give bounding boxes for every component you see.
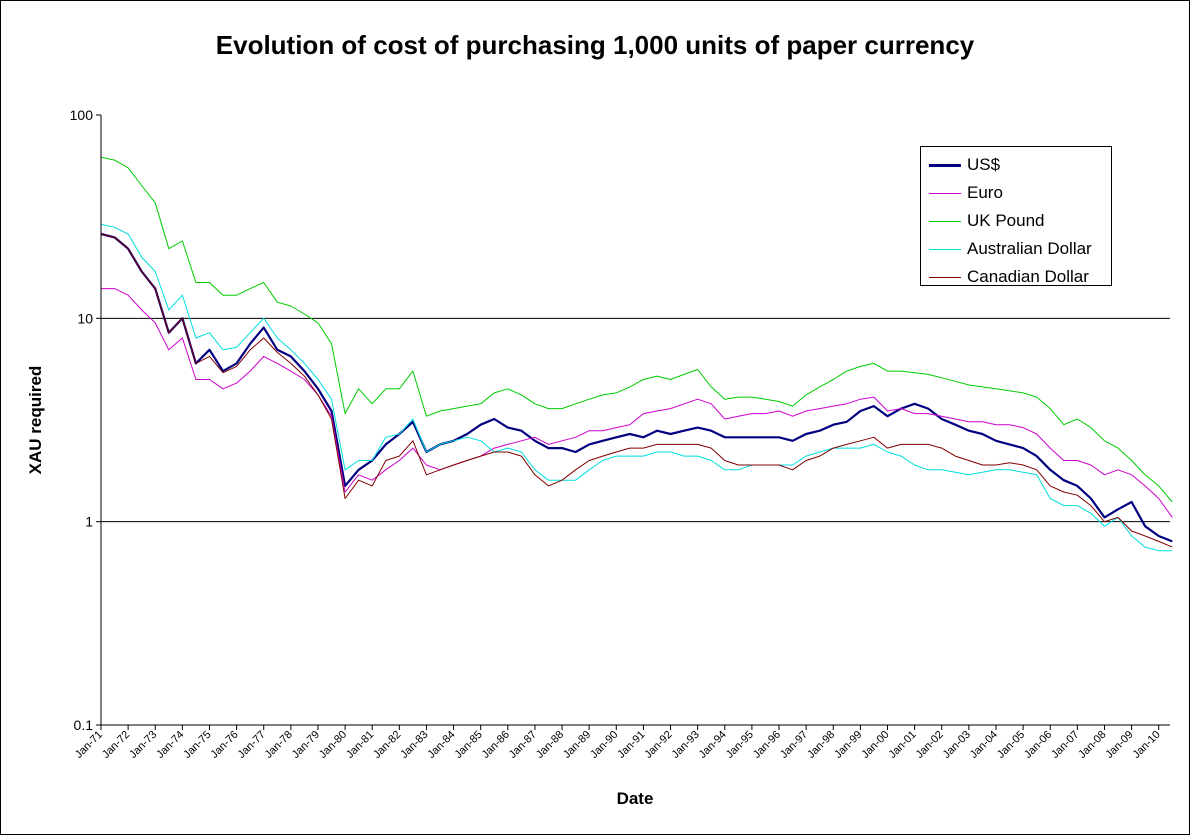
x-tick-label: Jan-85 — [453, 729, 485, 761]
legend: US$ Euro UK Pound Australian Dollar Canadian… — [920, 146, 1112, 286]
y-tick-label: 100 — [70, 107, 94, 123]
x-tick-label: Jan-89 — [561, 729, 593, 761]
legend-swatch — [929, 276, 961, 278]
x-tick-label: Jan-84 — [425, 729, 457, 761]
x-tick-label: Jan-09 — [1103, 729, 1135, 761]
y-tick-label: 10 — [77, 310, 93, 326]
x-tick-label: Jan-92 — [642, 729, 674, 761]
legend-label: Euro — [967, 183, 1003, 202]
series-line-canadian-dollar — [100, 233, 1173, 548]
x-tick-label: Jan-73 — [127, 729, 159, 761]
x-tick-label: Jan-04 — [968, 729, 1000, 761]
x-tick-label: Jan-77 — [236, 729, 268, 761]
legend-item: Australian Dollar — [921, 235, 1111, 263]
x-tick-label: Jan-72 — [100, 729, 132, 761]
legend-label: Canadian Dollar — [967, 267, 1089, 286]
legend-swatch — [929, 192, 961, 194]
x-tick-labels: Jan-71Jan-72Jan-73Jan-74Jan-75Jan-76Jan-… — [73, 725, 1163, 761]
x-tick-label: Jan-79 — [290, 729, 322, 761]
x-tick-label: Jan-88 — [534, 729, 566, 761]
x-tick-label: Jan-91 — [615, 729, 647, 761]
x-tick-label: Jan-02 — [914, 729, 946, 761]
x-tick-label: Jan-75 — [181, 729, 213, 761]
legend-item: Canadian Dollar — [921, 263, 1111, 291]
x-tick-label: Jan-05 — [995, 729, 1027, 761]
x-tick-label: Jan-97 — [778, 729, 810, 761]
series-line-us- — [100, 232, 1173, 543]
legend-label: UK Pound — [967, 211, 1045, 230]
y-tick-labels: 0.1 1 10 100 — [70, 107, 101, 733]
legend-item: US$ — [921, 151, 1111, 179]
x-tick-label: Jan-10 — [1131, 729, 1163, 761]
x-tick-label: Jan-74 — [154, 729, 186, 761]
axes — [100, 115, 1170, 726]
x-tick-label: Jan-80 — [317, 729, 349, 761]
x-tick-label: Jan-81 — [344, 729, 376, 761]
x-tick-label: Jan-86 — [480, 729, 512, 761]
x-tick-label: Jan-71 — [73, 729, 105, 761]
legend-label: US$ — [967, 155, 1001, 174]
x-tick-label: Jan-07 — [1049, 729, 1081, 761]
x-tick-label: Jan-95 — [724, 729, 756, 761]
x-tick-label: Jan-90 — [588, 729, 620, 761]
x-tick-label: Jan-99 — [832, 729, 864, 761]
legend-swatch — [929, 220, 961, 222]
x-tick-label: Jan-78 — [263, 729, 295, 761]
x-tick-label: Jan-94 — [697, 729, 729, 761]
x-tick-label: Jan-87 — [507, 729, 539, 761]
x-tick-label: Jan-00 — [859, 729, 891, 761]
y-tick-label: 0.1 — [74, 717, 94, 733]
x-tick-label: Jan-82 — [371, 729, 403, 761]
x-tick-label: Jan-01 — [886, 729, 918, 761]
x-tick-label: Jan-93 — [669, 729, 701, 761]
legend-swatch — [929, 248, 961, 250]
x-axis-label: Date — [616, 789, 654, 808]
x-tick-label: Jan-83 — [398, 729, 430, 761]
legend-item: UK Pound — [921, 207, 1111, 235]
x-tick-label: Jan-96 — [751, 729, 783, 761]
x-tick-label: Jan-76 — [208, 729, 240, 761]
legend-swatch — [929, 163, 961, 167]
series-line-euro — [101, 288, 1173, 518]
x-tick-label: Jan-06 — [1022, 729, 1054, 761]
series-line-australian-dollar — [100, 223, 1173, 552]
legend-item: Euro — [921, 179, 1111, 207]
y-tick-label: 1 — [85, 514, 93, 530]
x-tick-label: Jan-98 — [805, 729, 837, 761]
series-line-uk-pound — [100, 156, 1173, 503]
series-layer — [100, 156, 1173, 552]
chart-title: Evolution of cost of purchasing 1,000 un… — [215, 30, 975, 60]
legend-label: Australian Dollar — [967, 239, 1092, 258]
x-tick-label: Jan-03 — [941, 729, 973, 761]
gridlines — [101, 317, 1170, 523]
x-tick-label: Jan-08 — [1076, 729, 1108, 761]
